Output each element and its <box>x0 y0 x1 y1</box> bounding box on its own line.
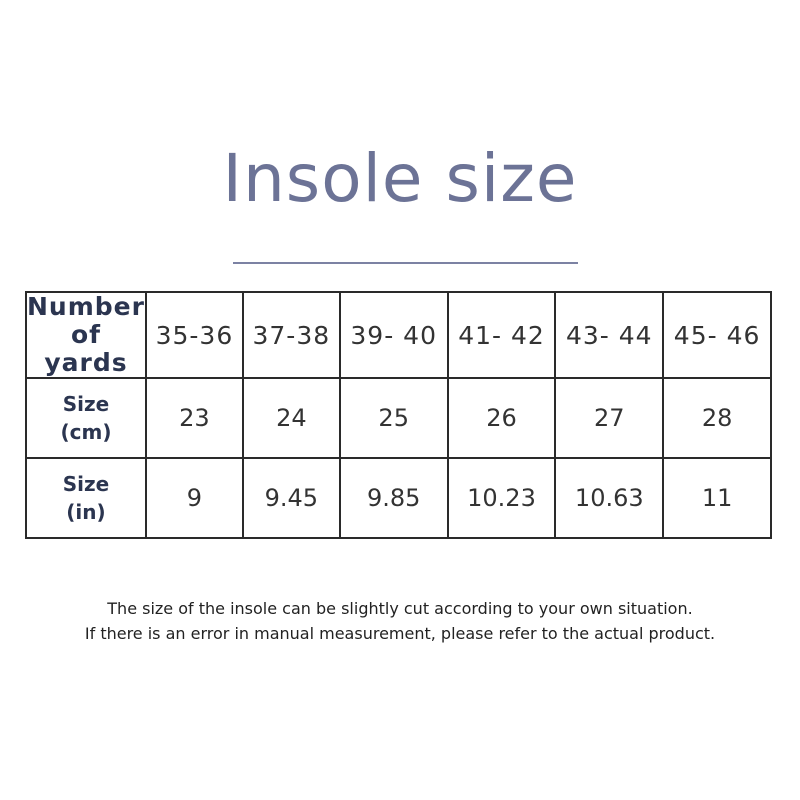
table-row-cm: Size (cm) 23 24 25 26 27 28 <box>25 377 772 459</box>
table-row-in: Size (in) 9 9.45 9.85 10.23 10.63 11 <box>25 457 772 539</box>
title-underline <box>233 262 578 264</box>
row-header-line: of yards <box>44 320 128 377</box>
table-cell: 28 <box>662 377 772 459</box>
notes: The size of the insole can be slightly c… <box>0 596 800 646</box>
table-cell: 27 <box>554 377 665 459</box>
size-table: Number of yards 35-36 37-38 39- 40 41- 42… <box>25 291 772 539</box>
table-cell: 10.23 <box>446 457 557 539</box>
row-header-line: (cm) <box>60 420 112 444</box>
table-cell: 45- 46 <box>662 291 772 379</box>
row-header: Size (cm) <box>25 377 147 459</box>
table-cell: 24 <box>241 377 341 459</box>
table-cell: 9 <box>144 457 244 539</box>
table-cell: 37-38 <box>241 291 341 379</box>
row-header-line: Size <box>62 392 110 416</box>
row-header: Size (in) <box>25 457 147 539</box>
table-cell: 43- 44 <box>554 291 665 379</box>
table-row-yards: Number of yards 35-36 37-38 39- 40 41- 42… <box>25 291 772 379</box>
note-line: If there is an error in manual measureme… <box>84 624 716 643</box>
row-header: Number of yards <box>25 291 147 379</box>
table-cell: 35-36 <box>144 291 244 379</box>
table-cell: 26 <box>446 377 557 459</box>
table-cell: 10.63 <box>554 457 665 539</box>
table-cell: 11 <box>662 457 772 539</box>
page-title: Insole size <box>222 140 578 217</box>
table-cell: 41- 42 <box>446 291 557 379</box>
row-header-line: Size <box>62 472 110 496</box>
table-cell: 25 <box>338 377 449 459</box>
table-cell: 39- 40 <box>338 291 449 379</box>
table-cell: 9.85 <box>338 457 449 539</box>
row-header-line: (in) <box>66 500 106 524</box>
note-line: The size of the insole can be slightly c… <box>107 599 693 618</box>
table-cell: 9.45 <box>241 457 341 539</box>
table-cell: 23 <box>144 377 244 459</box>
row-header-line: Number <box>27 292 145 321</box>
